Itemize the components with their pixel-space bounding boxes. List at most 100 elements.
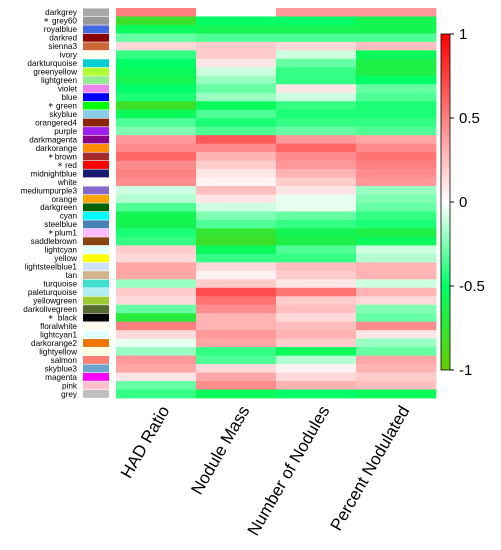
- heatmap-cell: [356, 203, 437, 212]
- heatmap-cell: [196, 143, 277, 153]
- heatmap-cell: [116, 313, 197, 323]
- heatmap-cell: [116, 33, 197, 43]
- heatmap-cell: [116, 24, 197, 34]
- heatmap-cell: [276, 50, 357, 60]
- heatmap-cell: [276, 109, 357, 119]
- row-label: grey60: [52, 17, 77, 26]
- heatmap-cell: [196, 177, 277, 187]
- row-label: lightcyan1: [40, 330, 77, 339]
- row-label: darkorange: [36, 144, 78, 153]
- row-label: lightgreen: [41, 76, 77, 85]
- row-label: blue: [62, 93, 78, 102]
- heatmap-cell: [196, 211, 277, 221]
- column-label: HAD Ratio: [117, 403, 174, 482]
- heatmap-cell: [116, 160, 197, 170]
- row-label: lightsteelblue1: [25, 263, 78, 272]
- heatmap-cell: [196, 321, 277, 331]
- heatmap-cell: [356, 321, 437, 331]
- heatmap-cell: [356, 143, 437, 153]
- heatmap-cell: [196, 92, 277, 102]
- row-label: darkgrey: [45, 8, 78, 17]
- heatmap-cell: [116, 338, 197, 348]
- module-swatch: [83, 186, 109, 195]
- module-swatch: [83, 76, 109, 85]
- module-swatch: [83, 16, 109, 25]
- heatmap-cell: [276, 135, 357, 145]
- heatmap-cell: [276, 330, 357, 340]
- significance-star: *: [58, 162, 63, 172]
- heatmap-cell: [356, 135, 437, 145]
- heatmap-cell: [196, 313, 277, 323]
- heatmap-cell: [276, 262, 357, 272]
- heatmap-cell: [196, 118, 277, 128]
- heatmap-cell: [196, 372, 277, 382]
- heatmap-cell: [356, 338, 437, 348]
- module-swatch: [83, 127, 109, 135]
- heatmap-cell: [116, 364, 197, 373]
- heatmap-cell: [116, 211, 197, 221]
- heatmap-cell: [356, 355, 437, 365]
- row-label: saddlebrown: [31, 237, 78, 246]
- heatmap-cell: [116, 219, 197, 229]
- row-label: tan: [66, 271, 78, 280]
- row-label: darkorange2: [31, 339, 77, 348]
- row-label: floralwhite: [40, 322, 77, 331]
- row-label: red: [65, 161, 77, 170]
- module-swatch: [83, 389, 109, 398]
- heatmap-cell: [116, 109, 197, 119]
- heatmap-cell: [196, 50, 277, 60]
- heatmap-cell: [116, 41, 197, 51]
- row-label: darkturquoise: [27, 59, 77, 68]
- row-label: steelblue: [44, 220, 77, 229]
- heatmap-cell: [116, 92, 197, 102]
- module-swatch: [83, 347, 109, 356]
- heatmap-cell: [196, 304, 277, 314]
- heatmap-cell: [196, 355, 277, 365]
- row-label: darkgreen: [40, 203, 77, 212]
- heatmap-cell: [116, 381, 197, 390]
- heatmap-cell: [116, 177, 197, 187]
- row-label: purple: [54, 127, 77, 136]
- heatmap-cell: [356, 67, 437, 77]
- heatmap-cell: [116, 279, 197, 289]
- heatmap-cell: [196, 152, 277, 162]
- heatmap-cell: [116, 228, 197, 238]
- heatmap-cell: [196, 262, 277, 272]
- heatmap-cell: [276, 24, 357, 34]
- heatmap-cell: [116, 135, 197, 145]
- colorbar-tick-label: -0.5: [459, 278, 485, 295]
- module-swatch: [83, 339, 109, 347]
- heatmap-cell: [356, 211, 437, 221]
- module-swatch: [83, 118, 109, 127]
- heatmap-cell: [116, 169, 197, 178]
- heatmap-cell: [276, 160, 357, 170]
- heatmap-cell: [196, 228, 277, 238]
- module-swatch: [83, 152, 109, 161]
- heatmap-cell: [356, 372, 437, 382]
- heatmap-cell: [276, 372, 357, 382]
- heatmap-cell: [196, 253, 277, 263]
- heatmap-cell: [196, 126, 277, 136]
- column-label: Percent Nodulated: [327, 403, 414, 534]
- row-label: pink: [62, 381, 78, 390]
- significance-star: *: [44, 18, 49, 28]
- heatmap-cell: [356, 109, 437, 119]
- heatmap-cell: [356, 253, 437, 263]
- module-swatch: [83, 288, 109, 297]
- module-swatch: [83, 279, 109, 288]
- heatmap-cell: [356, 381, 437, 390]
- colorbar-tick-label: 1: [459, 26, 467, 43]
- heatmap-cell: [276, 228, 357, 238]
- heatmap-cell: [356, 118, 437, 128]
- row-label: darkolivegreen: [23, 305, 77, 314]
- heatmap-cell: [196, 58, 277, 68]
- module-swatch: [83, 135, 109, 144]
- row-label: midnightblue: [31, 169, 78, 178]
- heatmap-cell: [196, 219, 277, 229]
- heatmap-cell: [356, 75, 437, 85]
- heatmap-cell: [276, 279, 357, 289]
- heatmap-cell: [356, 126, 437, 136]
- module-swatch: [83, 271, 109, 280]
- heatmap-cell: [276, 381, 357, 390]
- heatmap-cell: [196, 364, 277, 373]
